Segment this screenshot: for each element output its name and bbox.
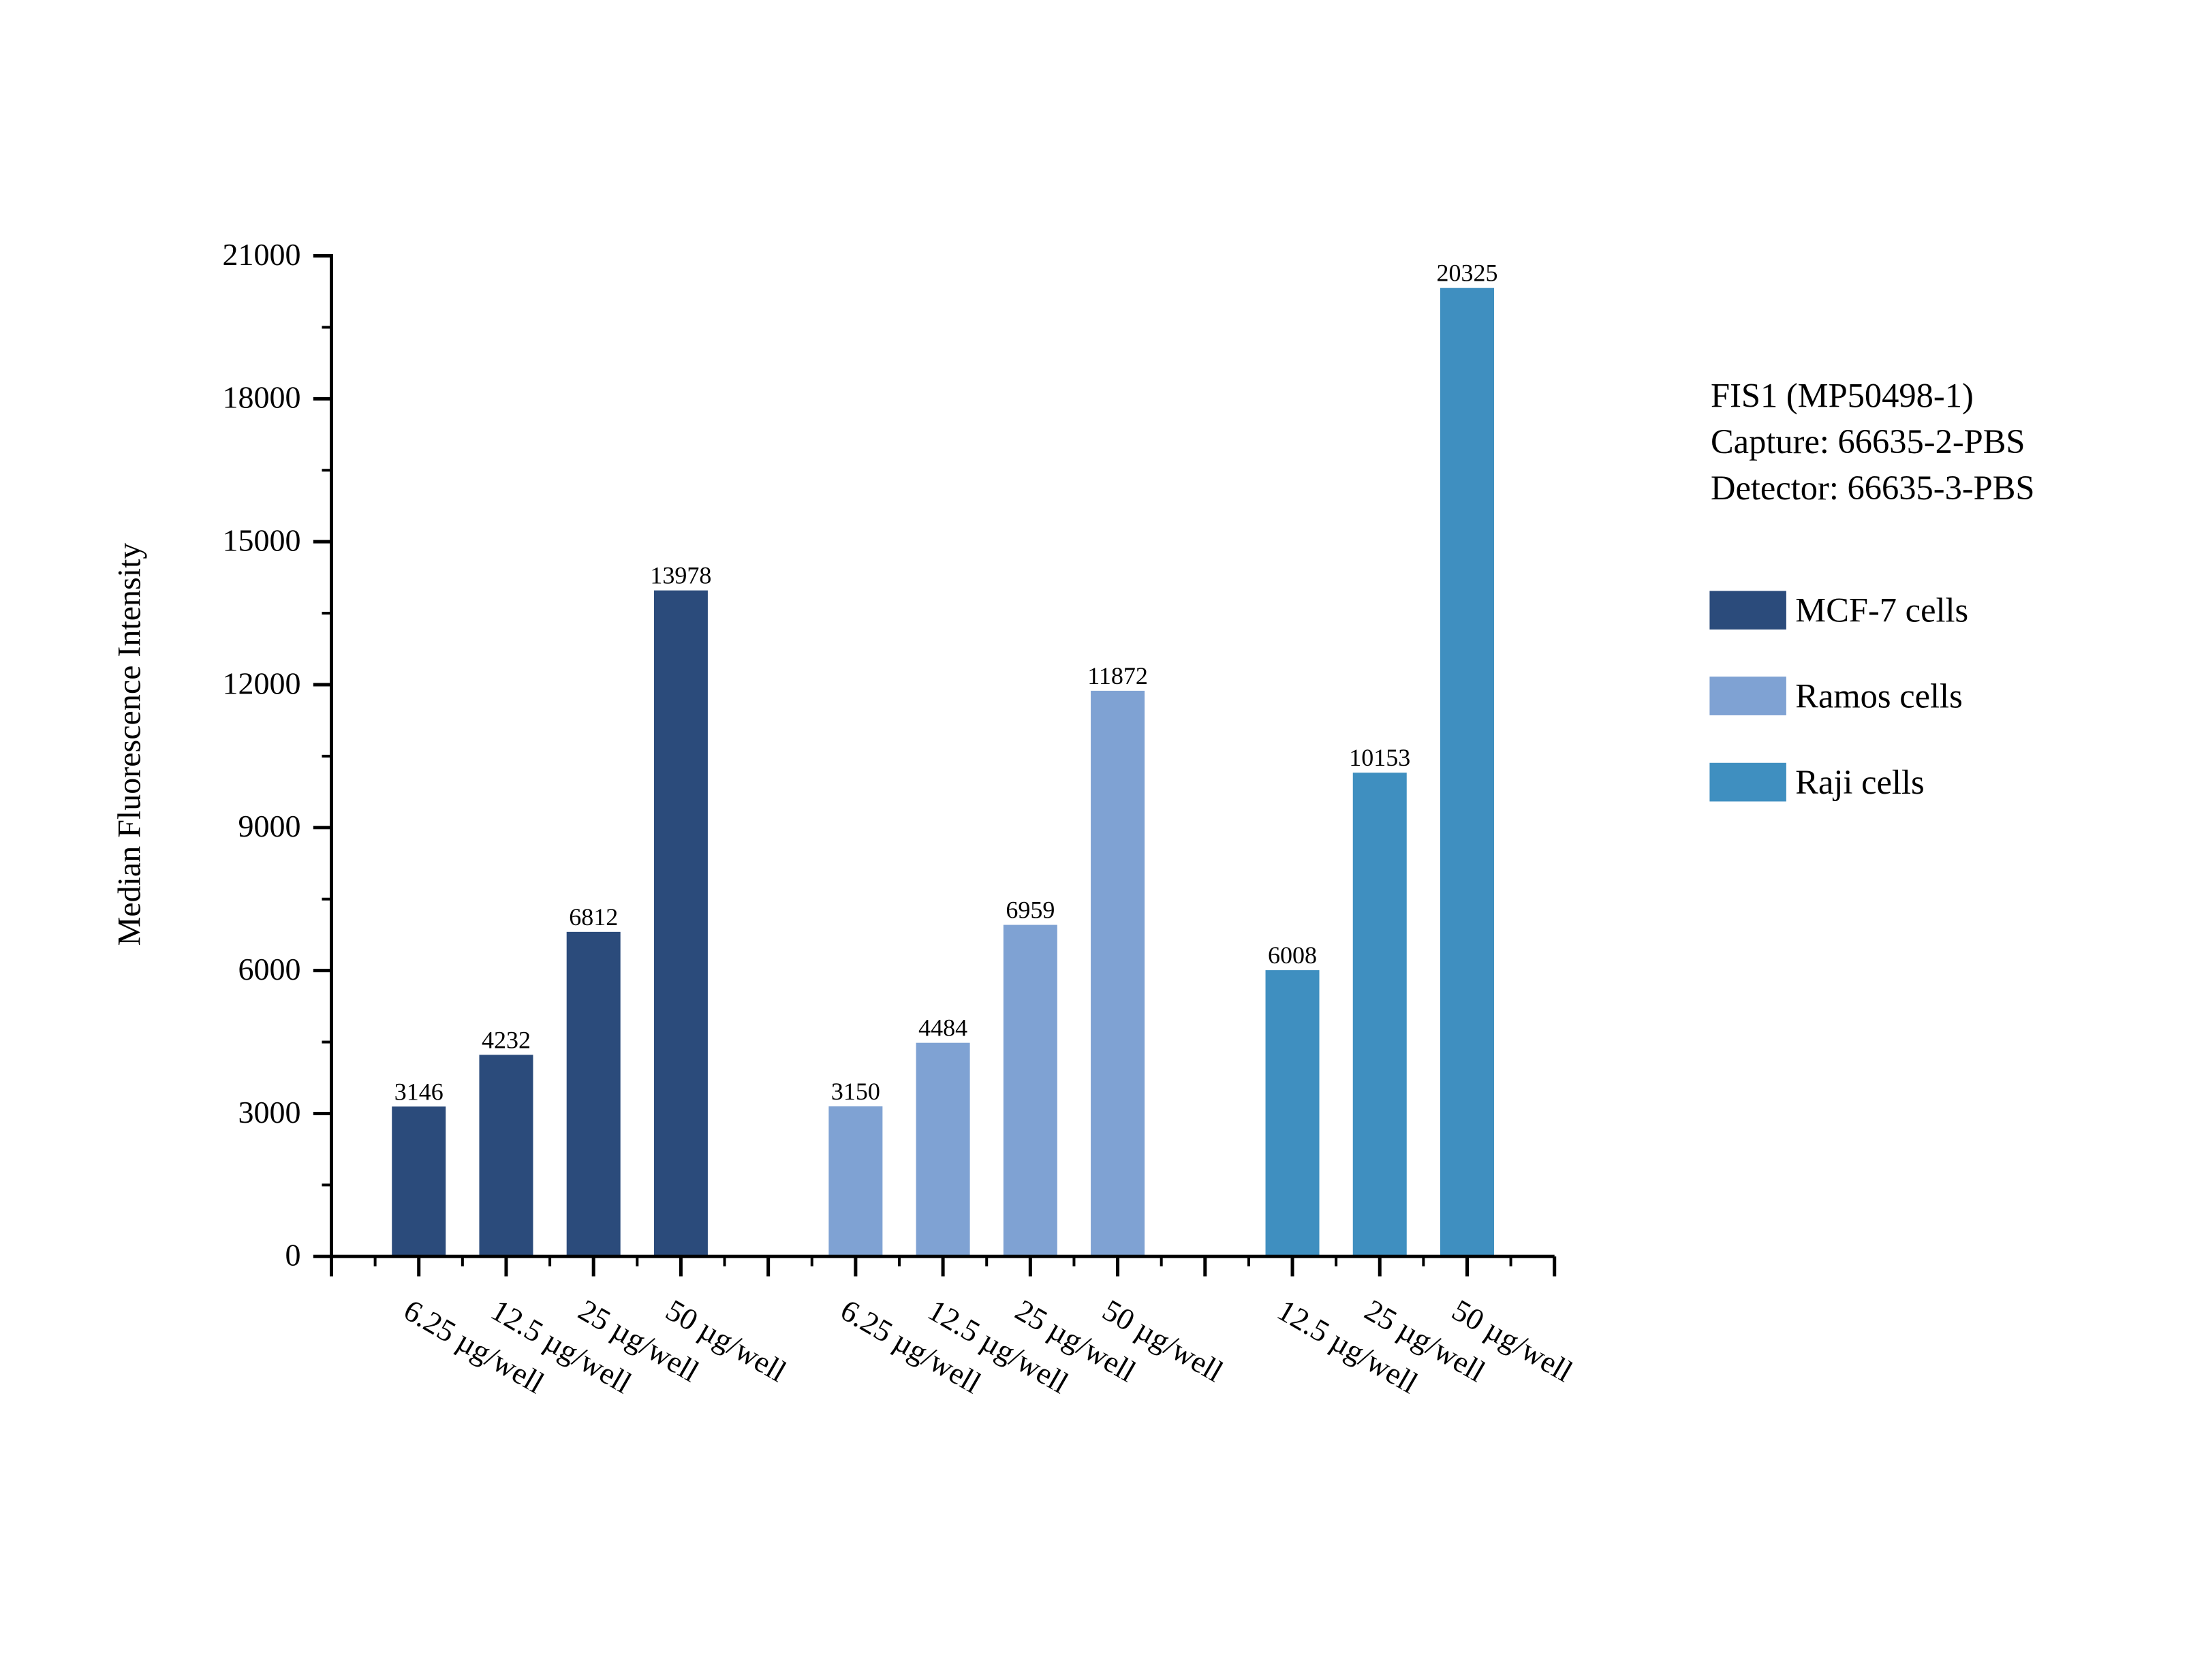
svg-text:4232: 4232 [482,1026,531,1053]
svg-text:3150: 3150 [831,1078,880,1105]
svg-text:Ramos cells: Ramos cells [1795,676,1962,715]
svg-text:Detector: 66635-3-PBS: Detector: 66635-3-PBS [1711,469,2034,507]
svg-text:6959: 6959 [1006,897,1055,924]
svg-text:3000: 3000 [238,1095,301,1130]
svg-text:11872: 11872 [1087,662,1148,689]
svg-text:13978: 13978 [650,562,711,589]
svg-text:FIS1 (MP50498-1): FIS1 (MP50498-1) [1711,376,1974,414]
svg-text:18000: 18000 [223,380,301,415]
svg-text:3146: 3146 [394,1078,444,1105]
svg-text:6008: 6008 [1268,942,1317,969]
svg-text:Capture: 66635-2-PBS: Capture: 66635-2-PBS [1711,422,2025,461]
svg-text:0: 0 [285,1238,301,1273]
svg-text:9000: 9000 [238,809,301,843]
svg-text:Raji cells: Raji cells [1795,763,1924,801]
svg-text:Median Fluorescence Intensity: Median Fluorescence Intensity [112,543,148,946]
svg-text:15000: 15000 [223,523,301,558]
svg-text:4484: 4484 [918,1014,967,1042]
svg-text:6000: 6000 [238,952,301,986]
svg-text:21000: 21000 [223,237,301,272]
svg-text:10153: 10153 [1349,744,1410,771]
svg-text:MCF-7 cells: MCF-7 cells [1795,591,1968,629]
svg-text:12000: 12000 [223,666,301,700]
svg-text:6812: 6812 [569,903,618,931]
svg-text:20325: 20325 [1436,260,1497,287]
